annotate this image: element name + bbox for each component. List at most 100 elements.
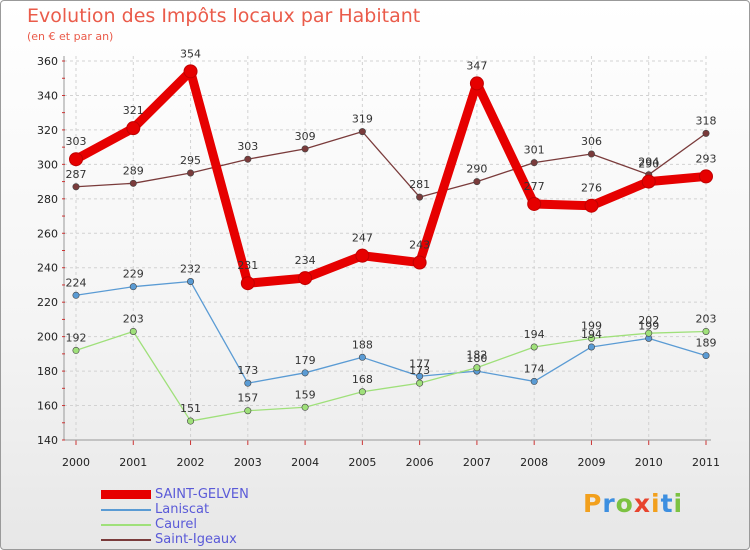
data-point	[699, 169, 713, 184]
data-point	[527, 196, 542, 211]
data-point	[587, 150, 595, 158]
data-label: 321	[123, 104, 144, 117]
legend-item[interactable]: Caurel	[101, 517, 249, 532]
data-point	[584, 198, 599, 213]
data-label: 309	[295, 130, 316, 143]
data-label: 168	[352, 373, 373, 386]
x-tick-label: 2001	[119, 456, 147, 469]
data-label: 287	[66, 168, 87, 181]
data-label: 276	[581, 182, 602, 195]
x-tick-label: 2004	[291, 456, 319, 469]
value-labels: 303 321 354 231 234 247 243 347 277 276 290 293 224 2…	[66, 47, 717, 415]
data-point	[183, 64, 198, 79]
data-label: 192	[66, 331, 87, 344]
data-label: 177	[409, 357, 430, 370]
data-label: 173	[237, 364, 258, 377]
data-point	[645, 329, 653, 337]
logo-letter: i	[651, 489, 661, 518]
data-label: 182	[466, 349, 487, 362]
data-point	[641, 174, 656, 189]
data-label: 295	[180, 154, 201, 167]
series-line	[75, 130, 707, 198]
legend-item[interactable]: SAINT-GELVEN	[101, 487, 249, 502]
y-tick-label: 240	[37, 262, 58, 275]
data-point	[244, 407, 252, 415]
x-tick-label: 2007	[463, 456, 491, 469]
x-tick-label: 2005	[348, 456, 376, 469]
data-label: 199	[581, 319, 602, 332]
data-label: 180	[466, 352, 487, 365]
data-label: 159	[295, 388, 316, 401]
data-label: 203	[123, 312, 144, 325]
legend-label: Saint-Igeaux	[155, 532, 237, 547]
data-point	[355, 248, 370, 263]
data-label: 303	[237, 140, 258, 153]
data-point	[72, 291, 80, 299]
data-label: 301	[524, 144, 545, 157]
data-point	[301, 403, 309, 411]
legend-label: Laniscat	[155, 502, 210, 517]
logo-letter: o	[615, 489, 634, 518]
legend-label: Caurel	[155, 517, 197, 532]
legend-label: SAINT-GELVEN	[155, 487, 249, 502]
legend-item[interactable]: Saint-Igeaux	[101, 532, 249, 547]
data-label: 319	[352, 113, 373, 126]
data-point	[473, 178, 481, 186]
y-tick-label: 280	[37, 193, 58, 206]
x-tick-label: 2003	[234, 456, 262, 469]
data-label: 229	[123, 268, 144, 281]
data-point	[129, 327, 137, 335]
legend-swatch	[101, 538, 151, 541]
proxiti-logo: Proxiti	[583, 489, 683, 518]
data-point	[187, 169, 195, 177]
y-tick-label: 200	[37, 331, 58, 344]
data-label: 231	[237, 259, 258, 272]
data-point	[412, 255, 427, 270]
legend: SAINT-GELVEN Laniscat Caurel Saint-Igeau…	[101, 487, 249, 547]
x-tick-label: 2000	[62, 456, 90, 469]
data-label: 354	[180, 47, 201, 60]
data-point	[301, 369, 309, 377]
data-point	[358, 128, 366, 136]
logo-letter: r	[602, 489, 616, 518]
x-tick-label: 2006	[406, 456, 434, 469]
y-tick-label: 260	[37, 227, 58, 240]
data-point	[129, 179, 137, 187]
y-tick-label: 300	[37, 158, 58, 171]
data-label: 234	[295, 254, 316, 267]
series-line	[75, 280, 707, 384]
data-point	[129, 283, 137, 291]
data-label: 290	[466, 163, 487, 176]
y-tick-label: 320	[37, 124, 58, 137]
logo-letter: t	[660, 489, 674, 518]
series-group	[69, 64, 713, 425]
data-label: 194	[581, 328, 602, 341]
data-label: 224	[66, 276, 87, 289]
data-point	[187, 417, 195, 425]
series-line	[71, 66, 711, 288]
data-label: 151	[180, 402, 201, 415]
legend-swatch	[101, 490, 151, 499]
data-label: 318	[696, 114, 717, 127]
data-point	[473, 364, 481, 372]
legend-item[interactable]: Laniscat	[101, 502, 249, 517]
data-label: 347	[466, 59, 487, 72]
x-tick-label: 2011	[692, 456, 720, 469]
data-label: 243	[409, 239, 430, 252]
data-point	[244, 379, 252, 387]
legend-swatch	[101, 508, 151, 511]
data-point	[416, 193, 424, 201]
data-point	[530, 159, 538, 167]
legend-swatch	[101, 523, 151, 526]
data-label: 247	[352, 232, 373, 245]
data-point	[72, 183, 80, 191]
data-label: 232	[180, 263, 201, 276]
data-point	[72, 346, 80, 354]
data-point	[587, 334, 595, 342]
data-label: 179	[295, 354, 316, 367]
data-point	[469, 76, 484, 91]
data-label: 157	[237, 392, 258, 405]
data-label: 294	[638, 156, 659, 169]
grid	[64, 56, 707, 441]
data-point	[244, 155, 252, 163]
